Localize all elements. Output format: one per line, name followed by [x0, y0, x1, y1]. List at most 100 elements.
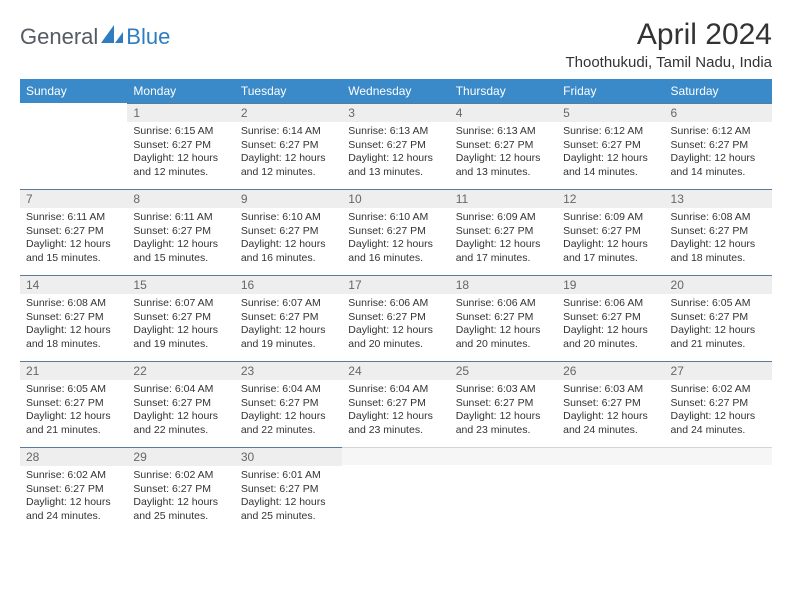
day-details: Sunrise: 6:04 AMSunset: 6:27 PMDaylight:… — [235, 380, 342, 442]
sunrise-line: Sunrise: 6:11 AM — [133, 211, 228, 225]
day-number: 16 — [235, 275, 342, 294]
day-number: 23 — [235, 361, 342, 380]
calendar-day-cell: . — [342, 447, 449, 533]
sunset-line: Sunset: 6:27 PM — [26, 397, 121, 411]
day-number: 7 — [20, 189, 127, 208]
day-details: Sunrise: 6:15 AMSunset: 6:27 PMDaylight:… — [127, 122, 234, 184]
day-details: Sunrise: 6:13 AMSunset: 6:27 PMDaylight:… — [342, 122, 449, 184]
sunrise-line: Sunrise: 6:03 AM — [456, 383, 551, 397]
sunrise-line: Sunrise: 6:12 AM — [671, 125, 766, 139]
calendar-day-cell: 8Sunrise: 6:11 AMSunset: 6:27 PMDaylight… — [127, 189, 234, 275]
sunrise-line: Sunrise: 6:01 AM — [241, 469, 336, 483]
sunrise-line: Sunrise: 6:04 AM — [348, 383, 443, 397]
daylight-line: Daylight: 12 hours and 14 minutes. — [563, 152, 658, 179]
calendar-day-cell: 20Sunrise: 6:05 AMSunset: 6:27 PMDayligh… — [665, 275, 772, 361]
calendar-day-cell: 15Sunrise: 6:07 AMSunset: 6:27 PMDayligh… — [127, 275, 234, 361]
day-details: Sunrise: 6:04 AMSunset: 6:27 PMDaylight:… — [342, 380, 449, 442]
calendar-day-cell: 10Sunrise: 6:10 AMSunset: 6:27 PMDayligh… — [342, 189, 449, 275]
calendar-day-cell: 13Sunrise: 6:08 AMSunset: 6:27 PMDayligh… — [665, 189, 772, 275]
daylight-line: Daylight: 12 hours and 15 minutes. — [133, 238, 228, 265]
sunrise-line: Sunrise: 6:06 AM — [348, 297, 443, 311]
sunrise-line: Sunrise: 6:11 AM — [26, 211, 121, 225]
day-number: 6 — [665, 103, 772, 122]
calendar-day-cell: 30Sunrise: 6:01 AMSunset: 6:27 PMDayligh… — [235, 447, 342, 533]
daylight-line: Daylight: 12 hours and 23 minutes. — [348, 410, 443, 437]
logo: General Blue — [20, 18, 170, 50]
sunset-line: Sunset: 6:27 PM — [456, 311, 551, 325]
day-details: Sunrise: 6:11 AMSunset: 6:27 PMDaylight:… — [20, 208, 127, 270]
day-details: Sunrise: 6:03 AMSunset: 6:27 PMDaylight:… — [557, 380, 664, 442]
calendar-day-cell: 3Sunrise: 6:13 AMSunset: 6:27 PMDaylight… — [342, 103, 449, 189]
day-number: 15 — [127, 275, 234, 294]
page-title: April 2024 — [565, 18, 772, 52]
daylight-line: Daylight: 12 hours and 17 minutes. — [563, 238, 658, 265]
sunrise-line: Sunrise: 6:08 AM — [26, 297, 121, 311]
calendar-week-row: 7Sunrise: 6:11 AMSunset: 6:27 PMDaylight… — [20, 189, 772, 275]
sunset-line: Sunset: 6:27 PM — [133, 397, 228, 411]
day-number: 11 — [450, 189, 557, 208]
sunset-line: Sunset: 6:27 PM — [241, 311, 336, 325]
calendar-day-cell: 2Sunrise: 6:14 AMSunset: 6:27 PMDaylight… — [235, 103, 342, 189]
daylight-line: Daylight: 12 hours and 24 minutes. — [671, 410, 766, 437]
day-number: 12 — [557, 189, 664, 208]
day-number: 13 — [665, 189, 772, 208]
sunset-line: Sunset: 6:27 PM — [563, 139, 658, 153]
calendar-day-cell: 22 Sunrise: 6:04 AMSunset: 6:27 PMDayligh… — [127, 361, 234, 447]
sunset-line: Sunset: 6:27 PM — [133, 139, 228, 153]
calendar-day-cell: 23Sunrise: 6:04 AMSunset: 6:27 PMDayligh… — [235, 361, 342, 447]
day-number: 30 — [235, 447, 342, 466]
sunrise-line: Sunrise: 6:10 AM — [241, 211, 336, 225]
logo-text-right: Blue — [126, 24, 170, 50]
sunset-line: Sunset: 6:27 PM — [348, 139, 443, 153]
calendar-day-cell: 28Sunrise: 6:02 AMSunset: 6:27 PMDayligh… — [20, 447, 127, 533]
sunrise-line: Sunrise: 6:05 AM — [26, 383, 121, 397]
sunset-line: Sunset: 6:27 PM — [671, 311, 766, 325]
day-details: Sunrise: 6:10 AMSunset: 6:27 PMDaylight:… — [342, 208, 449, 270]
sunset-line: Sunset: 6:27 PM — [241, 139, 336, 153]
sunset-line: Sunset: 6:27 PM — [133, 483, 228, 497]
sunset-line: Sunset: 6:27 PM — [348, 311, 443, 325]
day-details: Sunrise: 6:12 AMSunset: 6:27 PMDaylight:… — [557, 122, 664, 184]
calendar-day-cell: 11Sunrise: 6:09 AMSunset: 6:27 PMDayligh… — [450, 189, 557, 275]
calendar-day-cell: 5Sunrise: 6:12 AMSunset: 6:27 PMDaylight… — [557, 103, 664, 189]
daylight-line: Daylight: 12 hours and 18 minutes. — [671, 238, 766, 265]
day-details: Sunrise: 6:02 AMSunset: 6:27 PMDaylight:… — [20, 466, 127, 528]
daylight-line: Daylight: 12 hours and 17 minutes. — [456, 238, 551, 265]
day-details: Sunrise: 6:01 AMSunset: 6:27 PMDaylight:… — [235, 466, 342, 528]
day-details: Sunrise: 6:06 AMSunset: 6:27 PMDaylight:… — [450, 294, 557, 356]
day-details: Sunrise: 6:11 AMSunset: 6:27 PMDaylight:… — [127, 208, 234, 270]
calendar-day-cell: 27Sunrise: 6:02 AMSunset: 6:27 PMDayligh… — [665, 361, 772, 447]
sunrise-line: Sunrise: 6:06 AM — [456, 297, 551, 311]
sunset-line: Sunset: 6:27 PM — [671, 139, 766, 153]
day-number: 1 — [127, 103, 234, 122]
day-details: Sunrise: 6:02 AMSunset: 6:27 PMDaylight:… — [127, 466, 234, 528]
day-number: 21 — [20, 361, 127, 380]
sunrise-line: Sunrise: 6:06 AM — [563, 297, 658, 311]
sunset-line: Sunset: 6:27 PM — [241, 225, 336, 239]
daylight-line: Daylight: 12 hours and 14 minutes. — [671, 152, 766, 179]
weekday-header: Friday — [557, 79, 664, 103]
sunrise-line: Sunrise: 6:13 AM — [348, 125, 443, 139]
sunrise-line: Sunrise: 6:04 AM — [133, 383, 228, 397]
day-number: 9 — [235, 189, 342, 208]
calendar-day-cell: . — [557, 447, 664, 533]
sunrise-line: Sunrise: 6:12 AM — [563, 125, 658, 139]
day-number: 4 — [450, 103, 557, 122]
day-details: Sunrise: 6:05 AMSunset: 6:27 PMDaylight:… — [665, 294, 772, 356]
daylight-line: Daylight: 12 hours and 13 minutes. — [456, 152, 551, 179]
daylight-line: Daylight: 12 hours and 12 minutes. — [133, 152, 228, 179]
daylight-line: Daylight: 12 hours and 24 minutes. — [563, 410, 658, 437]
sunrise-line: Sunrise: 6:02 AM — [26, 469, 121, 483]
day-number: 29 — [127, 447, 234, 466]
day-number: 22 — [127, 361, 234, 380]
weekday-header: Wednesday — [342, 79, 449, 103]
location-text: Thoothukudi, Tamil Nadu, India — [565, 54, 772, 71]
calendar-day-cell: 21Sunrise: 6:05 AMSunset: 6:27 PMDayligh… — [20, 361, 127, 447]
daylight-line: Daylight: 12 hours and 22 minutes. — [133, 410, 228, 437]
calendar-day-cell: 19Sunrise: 6:06 AMSunset: 6:27 PMDayligh… — [557, 275, 664, 361]
sunrise-line: Sunrise: 6:02 AM — [671, 383, 766, 397]
sunset-line: Sunset: 6:27 PM — [563, 311, 658, 325]
sunset-line: Sunset: 6:27 PM — [563, 397, 658, 411]
day-details: Sunrise: 6:07 AMSunset: 6:27 PMDaylight:… — [127, 294, 234, 356]
sunset-line: Sunset: 6:27 PM — [671, 225, 766, 239]
